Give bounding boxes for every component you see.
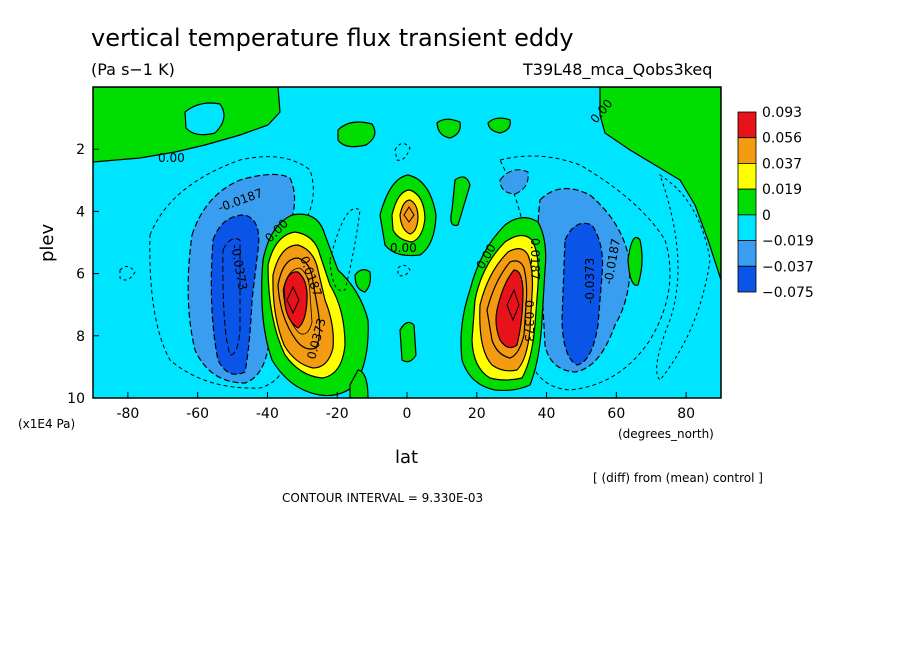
nh-negative-cell [499,155,671,391]
colorbar-swatch [737,265,757,293]
feature-positive-1 [399,321,417,363]
contour-label: 0.0373 [522,300,536,342]
x-axis-label: lat [395,447,418,468]
x-tick-label: -80 [116,406,139,422]
colorbar-swatch [737,137,757,164]
feature-negative-4 [329,208,361,292]
region-top-center-positive [337,121,376,148]
y-tick-label: 6 [76,267,85,283]
x-tick-label: 0 [403,406,412,422]
colorbar-label: 0.056 [762,131,802,147]
sh-neg-level2-inner [222,238,241,356]
region-top-right-positive [599,87,721,281]
y-tick-label: 8 [76,329,85,345]
colorbar-label: 0 [762,208,771,224]
sh-neg-level2 [210,214,260,375]
x-tick-label: -60 [186,406,209,422]
contour-label: -0.0373 [583,258,597,304]
colorbar-swatch [737,163,757,190]
sh-pos-maximum [286,285,300,315]
colorbar-label: 0.093 [762,105,802,121]
nh-neg-level1-upper [499,169,529,195]
y-tick-label: 4 [76,204,85,220]
colorbar-label: −0.037 [762,259,814,275]
y-axis-label: plev [37,223,58,262]
upper-zero-regions [93,87,721,281]
y-tick-label: 2 [76,142,85,158]
x-tick-label: 60 [607,406,625,422]
feature-positive-4 [627,236,643,286]
x-axis-ticks: -80 -60 -40 -20 0 20 40 60 80 [116,392,695,422]
nh-pos-level4 [495,269,524,349]
units-label: (Pa s−1 K) [91,60,175,79]
x-tick-label: 80 [677,406,695,422]
contour-interval-note: CONTOUR INTERVAL = 9.330E-03 [282,491,483,505]
feature-positive-2 [354,269,372,293]
y-tick-label: 10 [67,391,85,407]
contour-label: 0.00 [158,151,185,165]
colorbar-swatch [737,214,757,241]
y-units-label: (x1E4 Pa) [18,417,75,431]
feature-negative-5 [656,173,711,381]
contour-label: 0.00 [390,241,417,255]
colorbar-swatch [737,188,757,216]
colorbar-label: 0.019 [762,182,802,198]
diff-note: [ (diff) from (mean) control ] [593,471,763,485]
region-right-bump-positive [450,176,471,227]
region-top-center2-positive [436,118,461,139]
plot-area: 0.00 0.00 -0.0187 -0.0373 0.00 0.0187 0.… [93,87,721,398]
colorbar-label: 0.037 [762,156,802,172]
feature-negative-3 [394,143,411,161]
colorbar: 0.093 0.056 0.037 0.019 0 −0.019 −0.037 −0.075 [737,105,814,301]
x-tick-label: 20 [468,406,486,422]
run-label: T39L48_mca_Qobs3keq [522,60,712,80]
region-top-center3-positive [487,117,511,134]
x-tick-label: -20 [326,406,349,422]
contour-label: 0.0187 [528,238,542,280]
nh-positive-cell [460,217,547,392]
eq-level2 [399,199,419,235]
equatorial-cell [379,174,437,257]
feature-negative-1 [397,264,411,277]
colorbar-swatch [737,240,757,267]
colorbar-swatch [737,111,757,139]
sh-pos-level4 [283,271,308,329]
x-units-label: (degrees_north) [618,427,714,441]
nh-neg-level2 [561,222,604,366]
small-features [119,143,711,398]
feature-negative-2 [119,266,136,281]
x-tick-label: -40 [256,406,279,422]
y-axis-ticks: 2 4 6 8 10 [67,142,99,407]
region-top-left-hole [184,102,225,136]
colorbar-label: −0.019 [762,234,814,250]
eq-maximum [403,206,415,223]
sh-positive-cell [261,213,369,397]
chart-title: vertical temperature flux transient eddy [91,24,574,52]
x-tick-label: 40 [538,406,556,422]
colorbar-label: −0.075 [762,285,814,301]
nh-pos-maximum [506,288,520,322]
